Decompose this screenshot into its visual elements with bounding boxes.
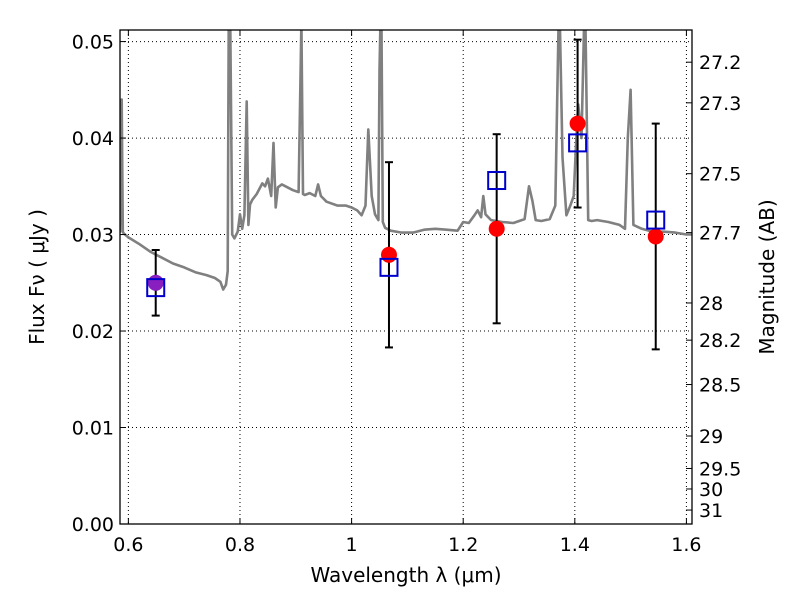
mag-tick-label: 31: [699, 500, 723, 522]
grid: [120, 30, 692, 525]
model-square: [379, 257, 399, 277]
model-square: [487, 171, 507, 191]
measured-point: [488, 220, 505, 237]
y-tick-label: 0.04: [72, 128, 114, 150]
x-tick-label: 0.8: [225, 534, 255, 556]
mag-tick-label: 27.7: [699, 223, 741, 245]
mag-tick-label: 29.5: [699, 458, 741, 480]
x-tick-label: 0.6: [113, 534, 143, 556]
y-tick-label: 0.02: [72, 321, 114, 343]
y-tick-label: 0.00: [72, 514, 114, 536]
mag-tick-label: 27.2: [699, 52, 741, 74]
x-tick-label: 1.4: [560, 534, 590, 556]
x-tick-label: 1.2: [448, 534, 478, 556]
measured-point: [380, 246, 397, 263]
plot-area: [120, 30, 692, 351]
x-axis: 0.6 0.8 1 1.2 1.4 1.6: [113, 30, 702, 556]
mag-tick-label: 28: [699, 293, 723, 315]
y-axis-label: Flux Fν ( μJy ): [25, 209, 49, 345]
mag-tick-label: 27.3: [699, 93, 741, 115]
measured-point: [647, 228, 664, 245]
x-tick-label: 1: [346, 534, 358, 556]
measured-point: [147, 274, 164, 291]
y-axis-left: 0.00 0.01 0.02 0.03 0.04 0.05: [72, 32, 126, 536]
model-square: [646, 210, 666, 230]
y-tick-label: 0.05: [72, 32, 114, 54]
mag-tick-label: 29: [699, 426, 723, 448]
plot-frame: [119, 29, 693, 525]
x-tick-label: 1.6: [671, 534, 701, 556]
y2-axis-label: Magnitude (AB): [755, 199, 779, 354]
mag-tick-label: 28.2: [699, 330, 741, 352]
x-axis-label: Wavelength λ (μm): [310, 563, 501, 587]
y-tick-label: 0.03: [72, 225, 114, 247]
model-square: [146, 278, 166, 298]
sed-line: [120, 30, 692, 291]
mag-tick-label: 27.5: [699, 164, 741, 186]
y-tick-label: 0.01: [72, 418, 114, 440]
measured-point: [569, 115, 586, 132]
mag-tick-label: 28.5: [699, 375, 741, 397]
mag-tick-label: 30: [699, 479, 723, 501]
model-square: [568, 133, 588, 153]
